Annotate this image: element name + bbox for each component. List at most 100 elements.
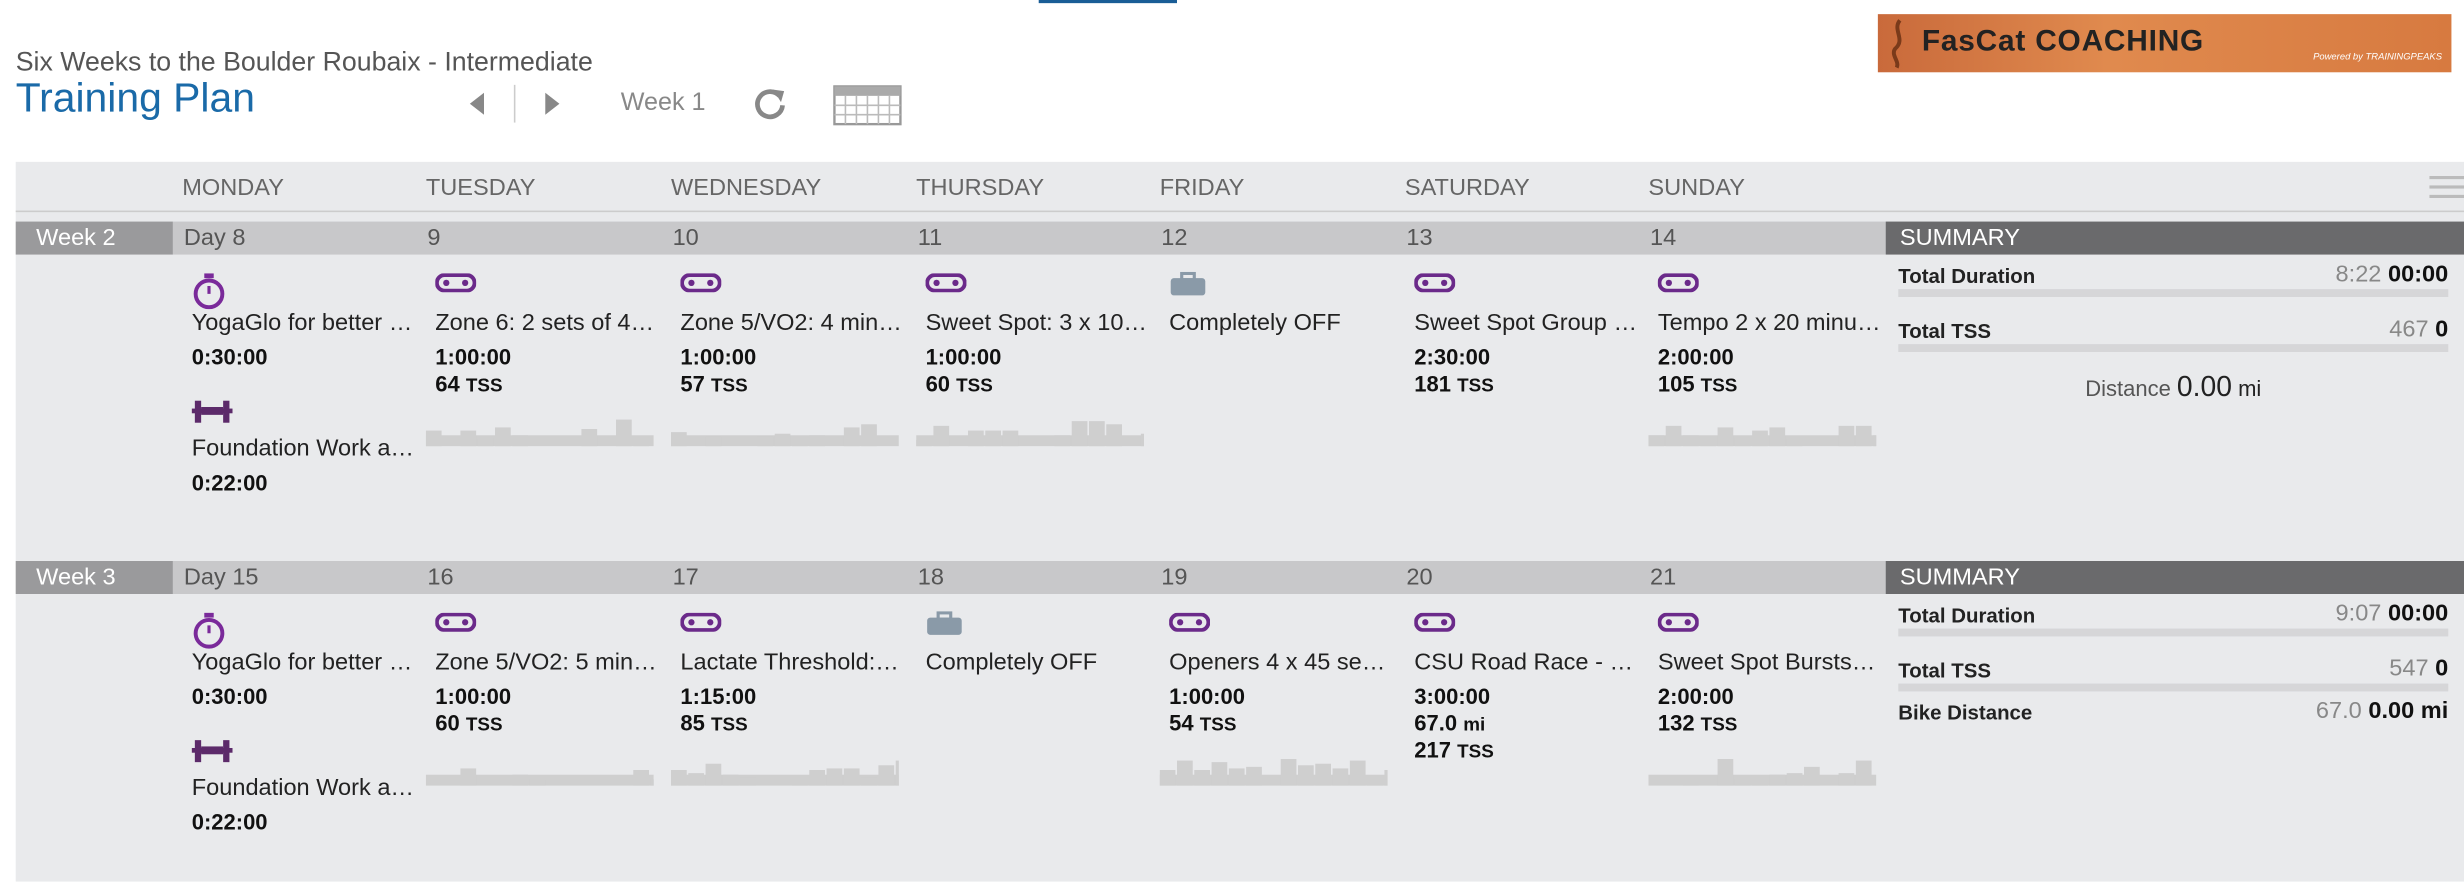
day-label: 10 [672, 224, 699, 252]
distance-label: Distance [2085, 375, 2171, 401]
next-week-button[interactable] [541, 91, 563, 116]
workout-tss-unit: TSS [711, 713, 748, 736]
summary-actual: 0.00 mi [2368, 697, 2449, 725]
workout-title: Openers 4 x 45 se… [1169, 649, 1386, 676]
workout-tss: 217 TSS [1414, 737, 1494, 762]
summary-label: Total TSS [1898, 658, 1991, 683]
calendar-grid [15, 161, 2464, 882]
divider [513, 84, 516, 123]
summary-planned: 9:07 [2335, 600, 2382, 628]
workout-tss-value: 60 [435, 710, 460, 736]
day-label: 14 [1650, 224, 1677, 252]
workout-title: Lactate Threshold:… [680, 649, 899, 676]
workout-profile [916, 412, 1157, 447]
workout-duration-value: 2:30:00 [1414, 344, 1491, 370]
workout-icon-bike [434, 611, 477, 639]
summary-actual: 0 [2435, 315, 2449, 343]
workout-duration: 0:30:00 [192, 344, 268, 369]
workout-tss-unit: TSS [711, 374, 748, 397]
workout-distance: 67.0 mi [1414, 710, 1485, 735]
workout-tss-value: 181 [1414, 370, 1451, 397]
workout-duration-value: 0:30:00 [191, 344, 268, 370]
workout-card[interactable]: YogaGlo for better … 0:30:00 [182, 602, 412, 720]
week-label: Week 3 [15, 561, 173, 595]
workout-icon-strength [191, 398, 233, 434]
day-label: 13 [1406, 224, 1433, 252]
summary-value: 67.0 0.00 mi [2316, 698, 2448, 725]
workout-duration-value: 0:22:00 [191, 809, 268, 835]
workout-title: Tempo 2 x 20 minu… [1657, 309, 1881, 337]
workout-tss-value: 105 [1657, 370, 1695, 397]
workout-tss: 105 TSS [1658, 371, 1738, 396]
workout-duration-value: 0:30:00 [191, 683, 268, 709]
workout-profile [425, 412, 654, 447]
workout-card[interactable]: Tempo 2 x 20 minu… 2:00:00 105 TSS [1648, 262, 1889, 449]
menu-icon[interactable] [2429, 176, 2464, 199]
workout-card[interactable]: Sweet Spot Bursts… 2:00:00 132 TSS [1648, 602, 1877, 789]
workout-card[interactable]: Sweet Spot Group … 2:30:00 181 TSS [1405, 262, 1637, 407]
workout-tss: 132 TSS [1658, 710, 1738, 735]
workout-icon-yoga [192, 611, 227, 657]
summary-label: Bike Distance [1898, 700, 2033, 725]
workout-tss: 60 TSS [926, 371, 993, 396]
calendar-button[interactable] [833, 85, 902, 126]
distance-unit: mi [2238, 375, 2262, 401]
workout-tss: 54 TSS [1169, 710, 1236, 735]
workout-distance-unit: mi [1463, 713, 1486, 736]
workout-duration-value: 1:00:00 [680, 344, 757, 370]
workout-title: YogaGlo for better … [191, 309, 413, 337]
workout-card[interactable]: YogaGlo for better … 0:30:00 [182, 262, 413, 380]
plan-subtitle: Six Weeks to the Boulder Roubaix - Inter… [15, 47, 593, 78]
summary-header: SUMMARY [1885, 221, 2464, 255]
workout-duration: 3:00:00 [1414, 684, 1490, 709]
day-header: SATURDAY [1404, 174, 1530, 202]
workout-icon-bike [680, 272, 722, 300]
workout-icon-yoga [192, 272, 227, 318]
workout-tss: 64 TSS [435, 371, 502, 396]
workout-title: Foundation Work a… [191, 774, 415, 802]
summary-actual: 00:00 [2387, 600, 2449, 628]
day-label: 21 [1650, 564, 1677, 591]
prev-week-button[interactable] [467, 91, 489, 116]
workout-tss-value: 57 [680, 370, 705, 397]
workout-card[interactable]: Openers 4 x 45 se… 1:00:00 54 TSS [1159, 602, 1401, 789]
week-bar [172, 221, 1886, 255]
workout-card[interactable]: Completely OFF [916, 602, 1144, 693]
workout-tss: 60 TSS [435, 710, 502, 735]
week-selector[interactable]: Week 1 [620, 89, 706, 117]
day-label: 9 [427, 224, 441, 252]
workout-duration-value: 1:00:00 [435, 344, 512, 370]
workout-duration-value: 0:22:00 [191, 469, 268, 496]
summary-actual: 00:00 [2387, 260, 2449, 288]
day-label: 18 [917, 564, 944, 591]
workout-card[interactable]: Foundation Work a… 0:22:00 [182, 728, 414, 846]
workout-icon-off [926, 611, 964, 644]
summary-bar [1898, 289, 2449, 298]
workout-card[interactable]: CSU Road Race - … 3:00:00 67.0 mi 217 TSS [1405, 602, 1633, 773]
workout-duration-value: 2:00:00 [1657, 344, 1734, 370]
workout-duration: 0:22:00 [192, 470, 268, 495]
workout-card[interactable]: Foundation Work a… 0:22:00 [182, 388, 414, 506]
workout-card[interactable]: Sweet Spot: 3 x 10… 1:00:00 60 TSS [916, 262, 1157, 449]
refresh-button[interactable] [753, 86, 788, 121]
workout-profile [1648, 751, 1877, 786]
day-label: 16 [427, 564, 454, 591]
workout-tss-unit: TSS [1700, 713, 1738, 736]
workout-card[interactable]: Zone 5/VO2: 5 min… 1:00:00 60 TSS [425, 602, 667, 789]
workout-tss-unit: TSS [1457, 740, 1494, 763]
workout-duration: 2:00:00 [1658, 684, 1734, 709]
workout-duration: 1:00:00 [680, 344, 756, 369]
workout-card[interactable]: Lactate Threshold:… 1:15:00 85 TSS [671, 602, 912, 789]
workout-card[interactable]: Zone 6: 2 sets of 4… 1:00:00 64 TSS [425, 262, 654, 449]
day-label: 20 [1406, 564, 1433, 591]
workout-icon-bike [1657, 611, 1700, 639]
workout-icon-bike [1657, 272, 1700, 300]
workout-duration: 0:22:00 [192, 809, 268, 834]
workout-duration: 1:00:00 [1169, 684, 1245, 709]
day-label: Day 8 [183, 224, 246, 252]
workout-card[interactable]: Zone 5/VO2: 4 min… 1:00:00 57 TSS [671, 262, 902, 449]
workout-card[interactable]: Completely OFF [1160, 262, 1388, 353]
workout-profile [671, 751, 912, 786]
workout-duration-value: 3:00:00 [1414, 683, 1491, 709]
logo-text: FasCat COACHING [1921, 25, 2205, 59]
